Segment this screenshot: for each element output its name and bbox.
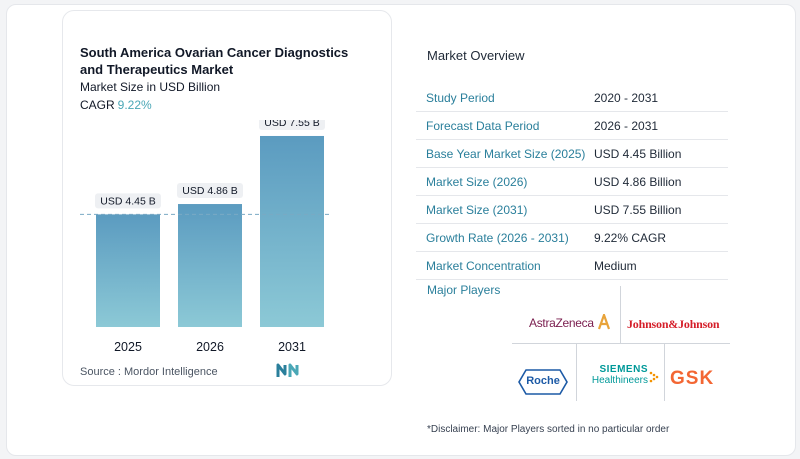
players-title: Major Players <box>427 283 501 297</box>
overview-row: Market Size (2031) USD 7.55 Billion <box>416 196 728 224</box>
x-tick-label: 2025 <box>114 340 142 354</box>
healthineers-name: Healthineers <box>591 375 648 386</box>
players-divider <box>664 343 665 401</box>
overview-label: Growth Rate (2026 - 2031) <box>426 230 569 245</box>
bar-2026 <box>178 204 242 327</box>
siemens-name: SIEMENS <box>599 364 648 375</box>
chart-subtitle: Market Size in USD Billion <box>80 80 221 94</box>
overview-value: Medium <box>594 258 637 273</box>
player-roche: Roche <box>518 369 568 400</box>
overview-label: Market Concentration <box>426 258 541 273</box>
players-divider <box>512 343 730 344</box>
overview-value: 2020 - 2031 <box>594 90 659 105</box>
overview-title: Market Overview <box>427 48 525 63</box>
player-astrazeneca: AstraZeneca <box>529 311 611 330</box>
bar-2025 <box>96 214 160 327</box>
overview-row: Market Size (2026) USD 4.86 Billion <box>416 168 728 196</box>
overview-row: Forecast Data Period 2026 - 2031 <box>416 112 728 140</box>
astrazeneca-mark-icon <box>597 311 610 330</box>
player-gsk: GSK <box>670 368 715 389</box>
chart-source: Source : Mordor Intelligence <box>80 366 218 378</box>
overview-label: Market Size (2026) <box>426 174 528 189</box>
cagr-value: 9.22% <box>117 98 152 112</box>
overview-value: USD 4.86 Billion <box>594 174 682 189</box>
overview-value: USD 7.55 Billion <box>594 202 682 217</box>
overview-row: Study Period 2020 - 2031 <box>416 84 728 112</box>
data-label-box <box>259 120 325 130</box>
data-label: USD 4.45 B <box>100 195 155 207</box>
roche-logo-icon <box>518 369 568 395</box>
overview-value: 2026 - 2031 <box>594 118 659 133</box>
overview-label: Market Size (2031) <box>426 202 528 217</box>
overview-row: Market Concentration Medium <box>416 252 728 280</box>
overview-value: USD 4.45 Billion <box>594 146 682 161</box>
overview-row: Growth Rate (2026 - 2031) 9.22% CAGR <box>416 224 728 252</box>
bar-2031 <box>260 135 324 327</box>
data-label-box <box>177 183 243 199</box>
overview-label: Forecast Data Period <box>426 118 540 133</box>
player-siemens-healthineers: SIEMENS Healthineers <box>586 364 648 386</box>
players-divider <box>576 343 577 401</box>
overview-table: Study Period 2020 - 2031 Forecast Data Per… <box>416 84 728 280</box>
mordor-logo-icon <box>276 363 299 377</box>
disclaimer: *Disclaimer: Major Players sorted in no … <box>427 424 670 435</box>
overview-row: Base Year Market Size (2025) USD 4.45 Bil… <box>416 140 728 168</box>
siemens-dots-icon <box>649 371 659 383</box>
data-label: USD 4.86 B <box>182 185 237 197</box>
roche-name: Roche <box>526 375 560 387</box>
data-label: USD 7.55 B <box>264 120 319 129</box>
player-johnson-johnson: Johnson&Johnson <box>627 317 720 331</box>
astrazeneca-name: AstraZeneca <box>529 316 594 330</box>
players-divider <box>620 286 621 343</box>
x-tick-label: 2031 <box>278 340 306 354</box>
overview-label: Study Period <box>426 90 495 105</box>
bar-chart: USD 4.45 B 2025 USD 4.86 B 2026 USD 7.55 B 20… <box>80 120 330 354</box>
overview-label: Base Year Market Size (2025) <box>426 146 586 161</box>
cagr-label: CAGR <box>80 98 115 112</box>
x-tick-label: 2026 <box>196 340 224 354</box>
overview-value: 9.22% CAGR <box>594 230 667 245</box>
cagr-line: CAGR 9.22% <box>80 98 152 112</box>
chart-title: South America Ovarian Cancer Diagnostics… <box>80 45 349 77</box>
data-label-box <box>95 193 161 209</box>
